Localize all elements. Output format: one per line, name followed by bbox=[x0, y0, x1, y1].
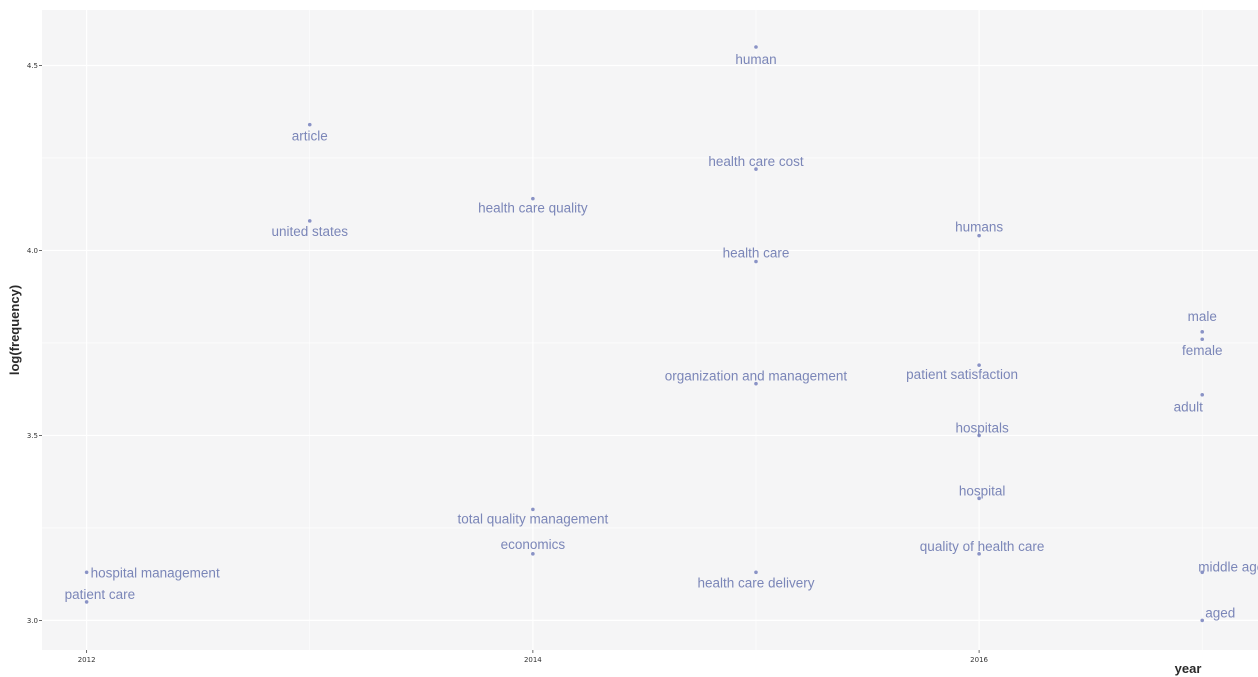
data-point bbox=[531, 196, 535, 201]
x-tick-label: 2014 bbox=[524, 656, 542, 664]
point-label: female bbox=[1182, 343, 1223, 358]
point-label: health care delivery bbox=[697, 575, 814, 590]
point-label: male bbox=[1188, 309, 1217, 324]
point-label: total quality management bbox=[457, 511, 608, 526]
point-label: health care bbox=[723, 246, 790, 261]
point-label: human bbox=[735, 52, 776, 67]
point-label: humans bbox=[955, 220, 1003, 235]
y-tick-label: 4.0 bbox=[27, 247, 38, 255]
data-point bbox=[754, 167, 758, 171]
point-label: aged bbox=[1205, 605, 1235, 620]
data-point bbox=[531, 507, 535, 512]
point-label: middle aged bbox=[1198, 559, 1258, 574]
data-point bbox=[531, 552, 535, 556]
point-label: article bbox=[292, 129, 328, 144]
point-label: health care quality bbox=[478, 201, 588, 216]
x-tick-label: 2016 bbox=[970, 656, 988, 664]
point-label: hospital bbox=[959, 483, 1006, 498]
point-label: organization and management bbox=[665, 369, 848, 384]
y-axis-ticks: 3.0 3.5 4.0 4.5 bbox=[27, 62, 42, 625]
data-point bbox=[977, 363, 981, 367]
point-label: health care cost bbox=[708, 154, 804, 169]
data-point bbox=[1200, 337, 1205, 342]
data-point bbox=[1200, 570, 1205, 575]
point-label: united states bbox=[271, 224, 348, 239]
data-point bbox=[1200, 330, 1205, 334]
point-labels: hospital management patient care article un… bbox=[65, 52, 1258, 620]
data-point bbox=[84, 600, 89, 604]
data-point bbox=[977, 552, 981, 556]
y-tick-label: 3.5 bbox=[27, 432, 38, 440]
data-point bbox=[84, 570, 89, 575]
point-label: patient care bbox=[65, 587, 136, 602]
data-point bbox=[307, 122, 312, 127]
x-tick-label: 2012 bbox=[78, 656, 96, 664]
data-point bbox=[977, 496, 981, 501]
grid-lines bbox=[42, 10, 1258, 650]
data-point bbox=[977, 233, 981, 238]
data-point bbox=[307, 219, 312, 223]
y-tick-label: 3.0 bbox=[27, 617, 38, 625]
point-label: adult bbox=[1174, 400, 1204, 415]
data-point bbox=[754, 259, 758, 264]
point-label: hospital management bbox=[91, 565, 220, 580]
plot-panel bbox=[42, 10, 1258, 650]
data-points bbox=[84, 45, 1205, 623]
x-axis-ticks: 2012 2014 2016 bbox=[78, 650, 989, 664]
data-point bbox=[1200, 392, 1205, 397]
data-point bbox=[1200, 618, 1205, 623]
point-label: economics bbox=[501, 537, 566, 552]
x-axis-title: year bbox=[1175, 661, 1202, 676]
data-point bbox=[977, 433, 981, 438]
data-point bbox=[754, 381, 758, 386]
data-point bbox=[754, 570, 758, 575]
point-label: hospitals bbox=[955, 420, 1009, 435]
y-axis-title: log(frequency) bbox=[7, 285, 22, 375]
y-tick-label: 4.5 bbox=[27, 62, 38, 70]
data-point bbox=[754, 45, 758, 49]
point-label: patient satisfaction bbox=[906, 367, 1018, 382]
point-label: quality of health care bbox=[920, 539, 1045, 554]
